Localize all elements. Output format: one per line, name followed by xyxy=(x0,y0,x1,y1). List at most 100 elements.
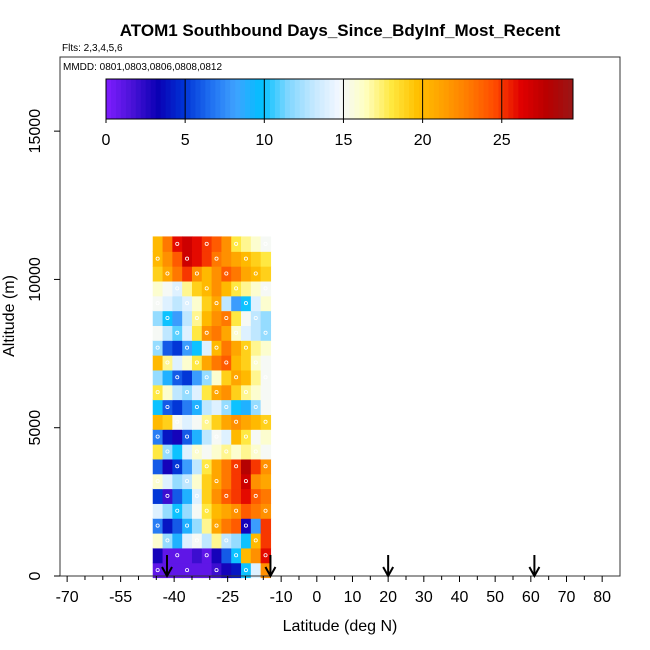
sample-marker xyxy=(234,330,239,335)
heatmap-cell xyxy=(201,295,213,312)
colorbar-tick-label: 15 xyxy=(335,132,353,149)
heatmap-cell xyxy=(201,503,213,519)
heatmap-cell xyxy=(152,325,164,341)
sample-markers xyxy=(155,241,268,573)
sample-marker xyxy=(194,360,199,365)
sample-marker xyxy=(263,553,268,558)
heatmap-cell xyxy=(211,429,222,445)
colorbar-swatch xyxy=(115,79,122,119)
sample-marker xyxy=(155,301,160,306)
y-axis: 0 5000 10000 15000 xyxy=(27,109,60,580)
heatmap-cell xyxy=(152,473,164,490)
heatmap-cell xyxy=(241,251,252,267)
x-tick-label: 10 xyxy=(344,589,362,606)
heatmap-cells xyxy=(152,236,272,579)
heatmap-cell xyxy=(221,369,232,386)
heatmap-cell xyxy=(211,325,222,341)
heatmap-cell xyxy=(241,547,252,564)
heatmap-cell xyxy=(152,547,164,564)
sample-marker xyxy=(175,375,180,380)
colorbar-tick-label: 5 xyxy=(181,132,190,149)
heatmap-cell xyxy=(221,518,232,534)
heatmap-cell xyxy=(221,533,232,549)
heatmap-cell xyxy=(172,518,183,534)
heatmap-cell xyxy=(191,355,203,371)
colorbar-swatch xyxy=(384,79,390,119)
heatmap-cell xyxy=(152,266,164,282)
y-tick-label: 5000 xyxy=(27,410,44,446)
heatmap-cell xyxy=(231,236,242,252)
heatmap-cell xyxy=(162,488,173,504)
heatmap-cell xyxy=(250,533,262,549)
sample-marker xyxy=(243,390,248,395)
colorbar-swatch xyxy=(255,79,261,119)
heatmap-cell xyxy=(260,518,272,534)
heatmap-cell xyxy=(231,547,242,564)
colorbar-swatch xyxy=(438,79,445,119)
heatmap-cell xyxy=(172,251,183,267)
colorbar-swatch xyxy=(220,79,226,119)
colorbar-swatch xyxy=(240,79,246,119)
y-tick-label: 0 xyxy=(27,571,44,580)
colorbar-swatch xyxy=(314,79,321,119)
heatmap-cell xyxy=(241,473,252,490)
sample-marker xyxy=(175,286,180,291)
heatmap-cell xyxy=(250,340,262,356)
heatmap-cell xyxy=(250,547,262,564)
heatmap-cell xyxy=(172,503,183,519)
heatmap-cell xyxy=(172,458,183,475)
heatmap-cell xyxy=(221,295,232,312)
heatmap-cell xyxy=(241,488,252,504)
heatmap-cell xyxy=(260,310,272,326)
heatmap-cell xyxy=(211,547,222,564)
heatmap-cell xyxy=(201,429,213,445)
heatmap-cell xyxy=(182,325,193,341)
heatmap-cell xyxy=(241,444,252,460)
heatmap-cell xyxy=(211,503,222,519)
x-tick-label: 20 xyxy=(379,589,397,606)
colorbar-swatch xyxy=(190,79,196,119)
heatmap-cell xyxy=(211,399,222,415)
colorbar-swatch xyxy=(175,79,182,119)
colorbar-swatch xyxy=(394,79,400,119)
sample-marker xyxy=(185,479,190,484)
heatmap-cell xyxy=(152,399,164,415)
x-tick-label: -25 xyxy=(216,589,239,606)
sample-marker xyxy=(204,286,209,291)
colorbar-swatch xyxy=(120,79,127,119)
x-tick-label: 70 xyxy=(558,589,576,606)
colorbar-swatch xyxy=(414,79,420,119)
sample-marker xyxy=(214,479,219,484)
sample-marker xyxy=(155,479,160,484)
heatmap-cell xyxy=(250,295,262,312)
sample-marker xyxy=(165,538,170,543)
heatmap-cell xyxy=(191,429,203,445)
x-tick-label: 80 xyxy=(593,589,611,606)
colorbar-swatch xyxy=(205,79,211,119)
colorbar-swatch xyxy=(533,79,539,119)
heatmap-cell xyxy=(191,325,203,341)
sample-marker xyxy=(253,315,258,320)
heatmap-cell xyxy=(201,399,213,415)
colorbar-swatch xyxy=(140,79,147,119)
heatmap-cell xyxy=(162,340,173,356)
heatmap-cell xyxy=(241,399,252,415)
heatmap-cell xyxy=(152,444,164,460)
sample-marker xyxy=(234,241,239,246)
colorbar-strip xyxy=(106,79,574,119)
heatmap-cell xyxy=(231,355,242,371)
colorbar-tick-label: 20 xyxy=(414,132,432,149)
heatmap-cell xyxy=(221,547,232,564)
sample-marker xyxy=(175,419,180,424)
heatmap-cell xyxy=(182,266,193,282)
sample-marker xyxy=(185,390,190,395)
heatmap-cell xyxy=(182,251,193,267)
heatmap-cell xyxy=(182,488,193,504)
heatmap-cell xyxy=(211,488,222,504)
heatmap-cell xyxy=(172,310,183,326)
colorbar-swatch xyxy=(379,79,385,119)
heatmap-cell xyxy=(211,458,222,475)
sample-marker xyxy=(185,345,190,350)
heatmap-cell xyxy=(211,384,222,401)
flight-arrows xyxy=(161,555,541,579)
